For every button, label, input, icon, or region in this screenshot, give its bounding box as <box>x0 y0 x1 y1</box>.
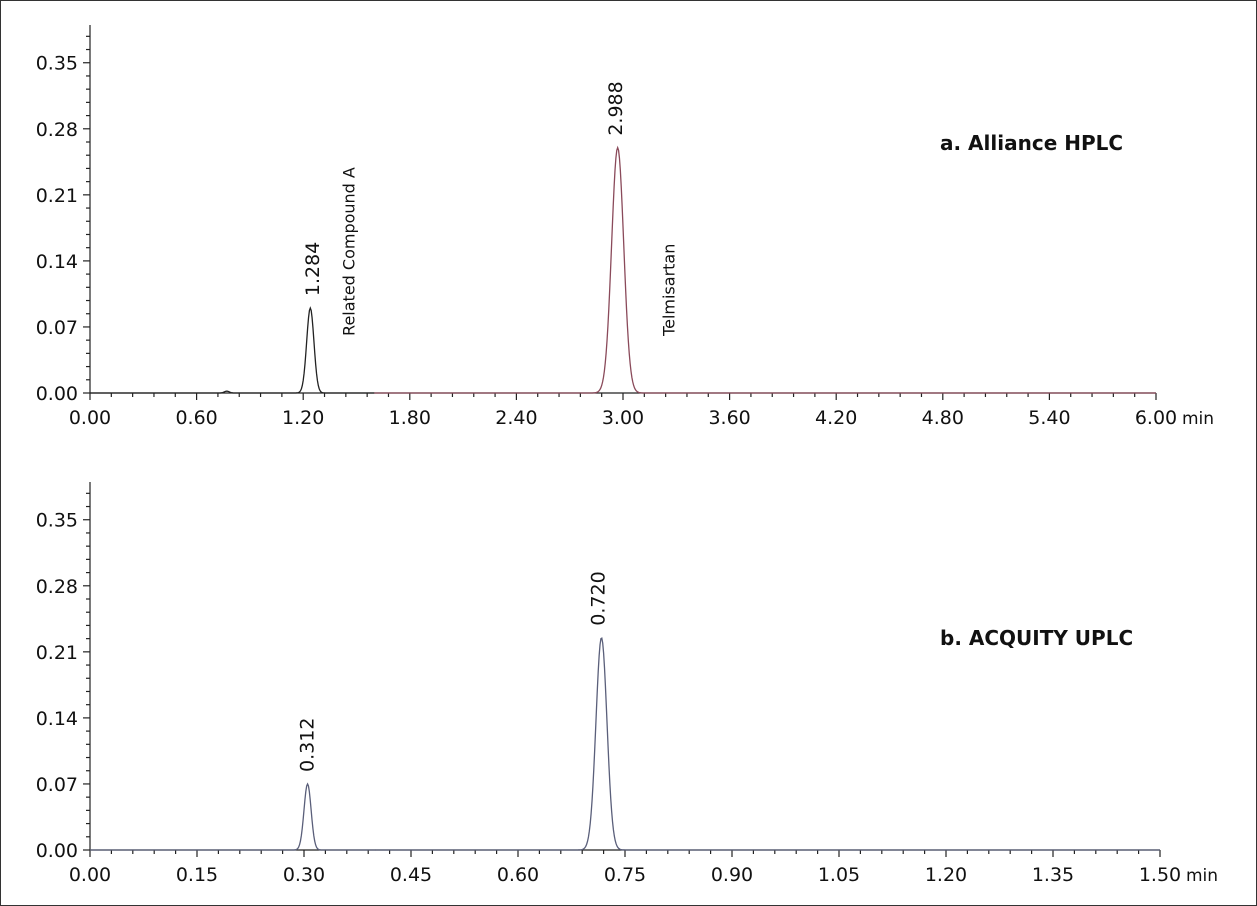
y-tick-label: 0.07 <box>36 317 78 339</box>
x-tick-label: 5.40 <box>1028 407 1070 429</box>
x-unit-label: min <box>1182 409 1214 429</box>
x-tick-label: 0.30 <box>283 864 325 886</box>
x-tick-label: 4.20 <box>815 407 857 429</box>
peak-label: 0.312 <box>297 718 319 772</box>
signal-trace <box>90 306 375 394</box>
x-tick-label: 0.45 <box>390 864 432 886</box>
y-tick-label: 0.21 <box>36 642 78 664</box>
panel-title: b. ACQUITY UPLC <box>940 626 1133 650</box>
compound-annotation: Related Compound A <box>340 167 359 336</box>
x-tick-label: 1.80 <box>389 407 431 429</box>
y-tick-label: 0.07 <box>36 774 78 796</box>
y-tick-label: 0.35 <box>36 53 78 75</box>
peak-label: 1.284 <box>302 242 324 296</box>
y-tick-label: 0.28 <box>36 576 78 598</box>
peak-label: 0.720 <box>588 571 610 625</box>
x-tick-label: 6.00 <box>1135 407 1177 429</box>
x-unit-label: min <box>1186 866 1218 886</box>
signal-trace <box>375 637 1160 851</box>
x-tick-label: 1.20 <box>925 864 967 886</box>
compound-annotation: Telmisartan <box>659 244 678 337</box>
x-tick-label: 0.60 <box>175 407 217 429</box>
y-tick-label: 0.28 <box>36 119 78 141</box>
signal-trace <box>374 145 1156 394</box>
panel-b-acquity-uplc: 0.00 0.07 0.14 0.21 0.28 0.35 0.00 0.15 0.30 0.45… <box>36 482 1218 886</box>
x-tick-label: 1.35 <box>1032 864 1074 886</box>
x-tick-label: 0.60 <box>497 864 539 886</box>
y-tick-label: 0.21 <box>36 185 78 207</box>
y-tick-label: 0.35 <box>36 510 78 532</box>
x-tick-label: 0.15 <box>176 864 218 886</box>
x-tick-label: 0.75 <box>604 864 646 886</box>
x-tick-label: 1.05 <box>818 864 860 886</box>
x-tick-label: 0.00 <box>69 407 111 429</box>
x-tick-label: 3.00 <box>602 407 644 429</box>
panel-title: a. Alliance HPLC <box>940 131 1123 155</box>
y-tick-label: 0.14 <box>36 708 78 730</box>
x-tick-label: 3.60 <box>708 407 750 429</box>
x-tick-label: 0.90 <box>711 864 753 886</box>
x-tick-label: 1.50 <box>1139 864 1181 886</box>
y-tick-label: 0.00 <box>36 383 78 405</box>
x-tick-label: 4.80 <box>922 407 964 429</box>
x-tick-label: 1.20 <box>282 407 324 429</box>
x-tick-label: 0.00 <box>69 864 111 886</box>
panel-a-alliance-hplc: 0.00 0.07 0.14 0.21 0.28 0.35 0.00 0.60 1.20 1.80… <box>36 25 1214 429</box>
peak-label: 2.988 <box>605 81 627 135</box>
x-tick-label: 2.40 <box>495 407 537 429</box>
y-tick-label: 0.14 <box>36 251 78 273</box>
signal-trace <box>90 782 376 851</box>
y-tick-label: 0.00 <box>36 840 78 862</box>
